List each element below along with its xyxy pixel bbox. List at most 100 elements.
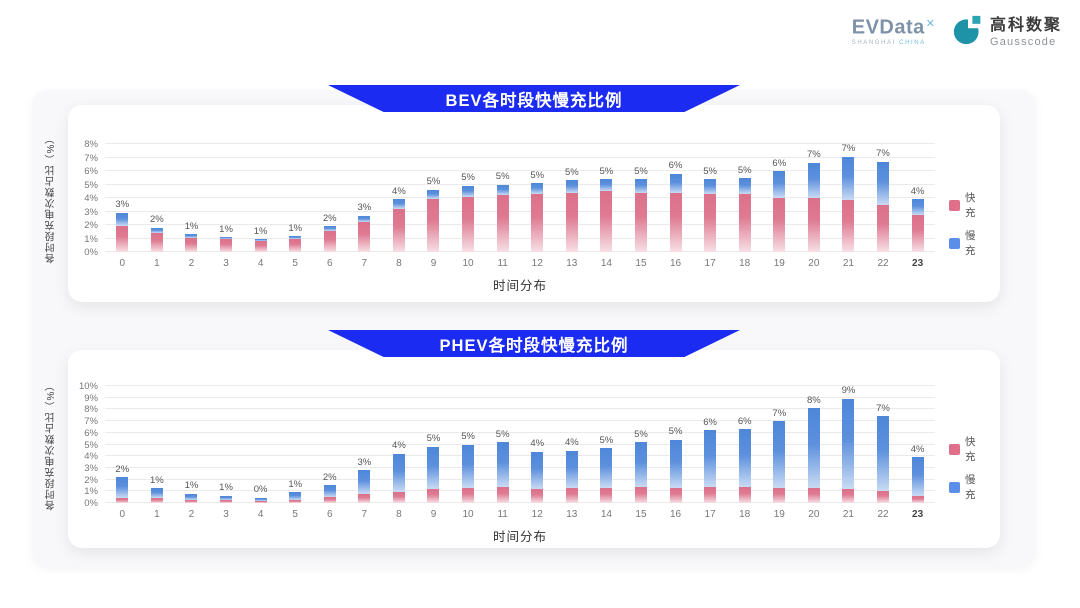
bar-total-label: 8% xyxy=(806,394,821,406)
gausscode-name-en: Gausscode xyxy=(989,35,1057,48)
bar-slot-hour-23: 4% xyxy=(900,144,935,252)
y-axis-tick: 10% xyxy=(78,380,98,392)
x-axis-title: 时间分布 xyxy=(492,530,547,544)
bar-segment-fast xyxy=(116,497,129,503)
bar-segment-slow xyxy=(462,444,475,488)
bar-total-label: 5% xyxy=(461,431,475,443)
bar-total-label: 1% xyxy=(288,222,303,234)
bar-segment-fast xyxy=(634,192,647,252)
bar-segment-fast xyxy=(911,495,924,503)
bar-segment-fast xyxy=(427,488,440,503)
bar-slot-hour-1: 1% xyxy=(140,386,175,503)
bar-segment-slow xyxy=(911,457,924,496)
bar-segment-fast xyxy=(289,238,302,252)
bar-segment-slow xyxy=(116,212,129,227)
bar-total-label: 6% xyxy=(772,157,787,169)
bar-segment-fast xyxy=(150,233,163,252)
bar-segment-slow xyxy=(358,215,371,223)
bar-total-label: 5% xyxy=(426,176,441,188)
legend-item-快充[interactable]: 快充 xyxy=(949,434,976,464)
bar-total-label: 5% xyxy=(461,172,475,184)
bar-segment-slow xyxy=(185,493,198,500)
x-axis-tick: 0 xyxy=(119,509,126,520)
bar-slot-hour-18: 5% xyxy=(727,144,762,252)
y-axis-tick: 9% xyxy=(84,392,98,404)
bar-total-label: 5% xyxy=(564,166,579,178)
legend-label: 快充 xyxy=(965,436,976,463)
bar-segment-slow xyxy=(842,156,855,200)
bar-slot-hour-14: 5% xyxy=(589,144,624,252)
bar-segment-slow xyxy=(773,171,786,198)
bar-segment-slow xyxy=(704,430,717,487)
bar-slot-hour-15: 5% xyxy=(624,144,659,252)
legend: 快充慢充 xyxy=(949,190,976,258)
legend-item-慢充[interactable]: 慢充 xyxy=(949,228,976,258)
gridline xyxy=(105,251,935,252)
x-axis-tick: 10 xyxy=(462,258,474,269)
bar-slot-hour-21: 9% xyxy=(831,386,866,503)
gridline xyxy=(105,224,935,225)
bar-segment-slow xyxy=(911,199,924,215)
x-axis-tick: 22 xyxy=(877,258,889,269)
bar-segment-fast xyxy=(669,192,682,252)
y-axis-tick: 7% xyxy=(84,415,98,427)
bar-total-label: 1% xyxy=(219,223,233,235)
y-axis-tick: 6% xyxy=(84,427,98,439)
bar-segment-fast xyxy=(427,199,440,252)
x-axis-tick: 20 xyxy=(808,258,820,269)
bar-slot-hour-10: 5% xyxy=(451,144,486,252)
bar-total-label: 5% xyxy=(634,428,648,440)
bar-slot-hour-20: 8% xyxy=(797,386,832,503)
bar-segment-slow xyxy=(738,429,751,487)
bar-segment-fast xyxy=(220,500,233,503)
bar-segment-fast xyxy=(634,486,647,503)
bar-segment-fast xyxy=(323,231,336,252)
bar-total-label: 4% xyxy=(564,437,579,449)
bar-segment-fast xyxy=(462,196,475,252)
bar-segment-fast xyxy=(185,499,198,503)
x-axis-tick: 8 xyxy=(396,509,402,520)
bar-slot-hour-19: 6% xyxy=(762,144,797,252)
bar-segment-slow xyxy=(254,497,267,501)
bar-segment-fast xyxy=(150,498,163,503)
gridline xyxy=(105,170,935,171)
x-axis-tick: 23 xyxy=(912,258,924,269)
legend-item-快充[interactable]: 快充 xyxy=(949,190,976,220)
bar-total-label: 1% xyxy=(184,220,199,232)
bar-segment-slow xyxy=(358,470,371,495)
y-axis-tick: 5% xyxy=(84,439,98,451)
x-axis-tick: 16 xyxy=(669,509,682,520)
bar-slot-hour-4: 0% xyxy=(243,386,278,503)
bev-title-banner: BEV各时段快慢充比例 xyxy=(328,85,740,112)
bar-segment-slow xyxy=(773,421,786,488)
phev-chart-title: PHEV各时段快慢充比例 xyxy=(439,336,629,355)
x-axis-tick: 16 xyxy=(669,258,682,269)
x-axis-tick: 5 xyxy=(292,258,298,269)
bar-slot-hour-9: 5% xyxy=(416,144,451,252)
x-axis-tick: 14 xyxy=(600,258,612,269)
plot-area: 0% 1% 2% 3% 4% 5% 6% 7% 8% 各时段充电次数占比（%） 3% 2% 1% 1% 1%… xyxy=(46,133,976,293)
bar-slot-hour-20: 7% xyxy=(797,144,832,252)
evdata-subtext: SHANGHAI CHINA xyxy=(851,40,926,47)
bar-slot-hour-6: 2% xyxy=(312,144,347,252)
x-axis-tick: 2 xyxy=(188,258,195,269)
bar-total-label: 5% xyxy=(634,165,648,177)
bar-total-label: 5% xyxy=(599,165,614,177)
bar-slot-hour-5: 1% xyxy=(278,144,313,252)
legend-item-慢充[interactable]: 慢充 xyxy=(949,472,976,502)
y-axis-tick: 5% xyxy=(84,179,98,191)
bar-slot-hour-0: 3% xyxy=(105,144,140,252)
gridline xyxy=(105,385,935,386)
bar-segment-fast xyxy=(358,494,371,503)
bar-segment-slow xyxy=(807,162,820,198)
bar-total-label: 5% xyxy=(495,171,510,183)
bar-slot-hour-13: 5% xyxy=(555,144,590,252)
legend-label: 快充 xyxy=(965,192,976,219)
bar-slot-hour-9: 5% xyxy=(416,386,451,503)
x-axis-tick: 11 xyxy=(497,258,508,269)
gridline xyxy=(105,143,935,144)
bar-segment-slow xyxy=(462,185,475,197)
legend-swatch xyxy=(949,237,960,249)
y-axis-tick: 8% xyxy=(84,138,98,150)
evdata-x-mark: ✕ xyxy=(925,18,935,30)
